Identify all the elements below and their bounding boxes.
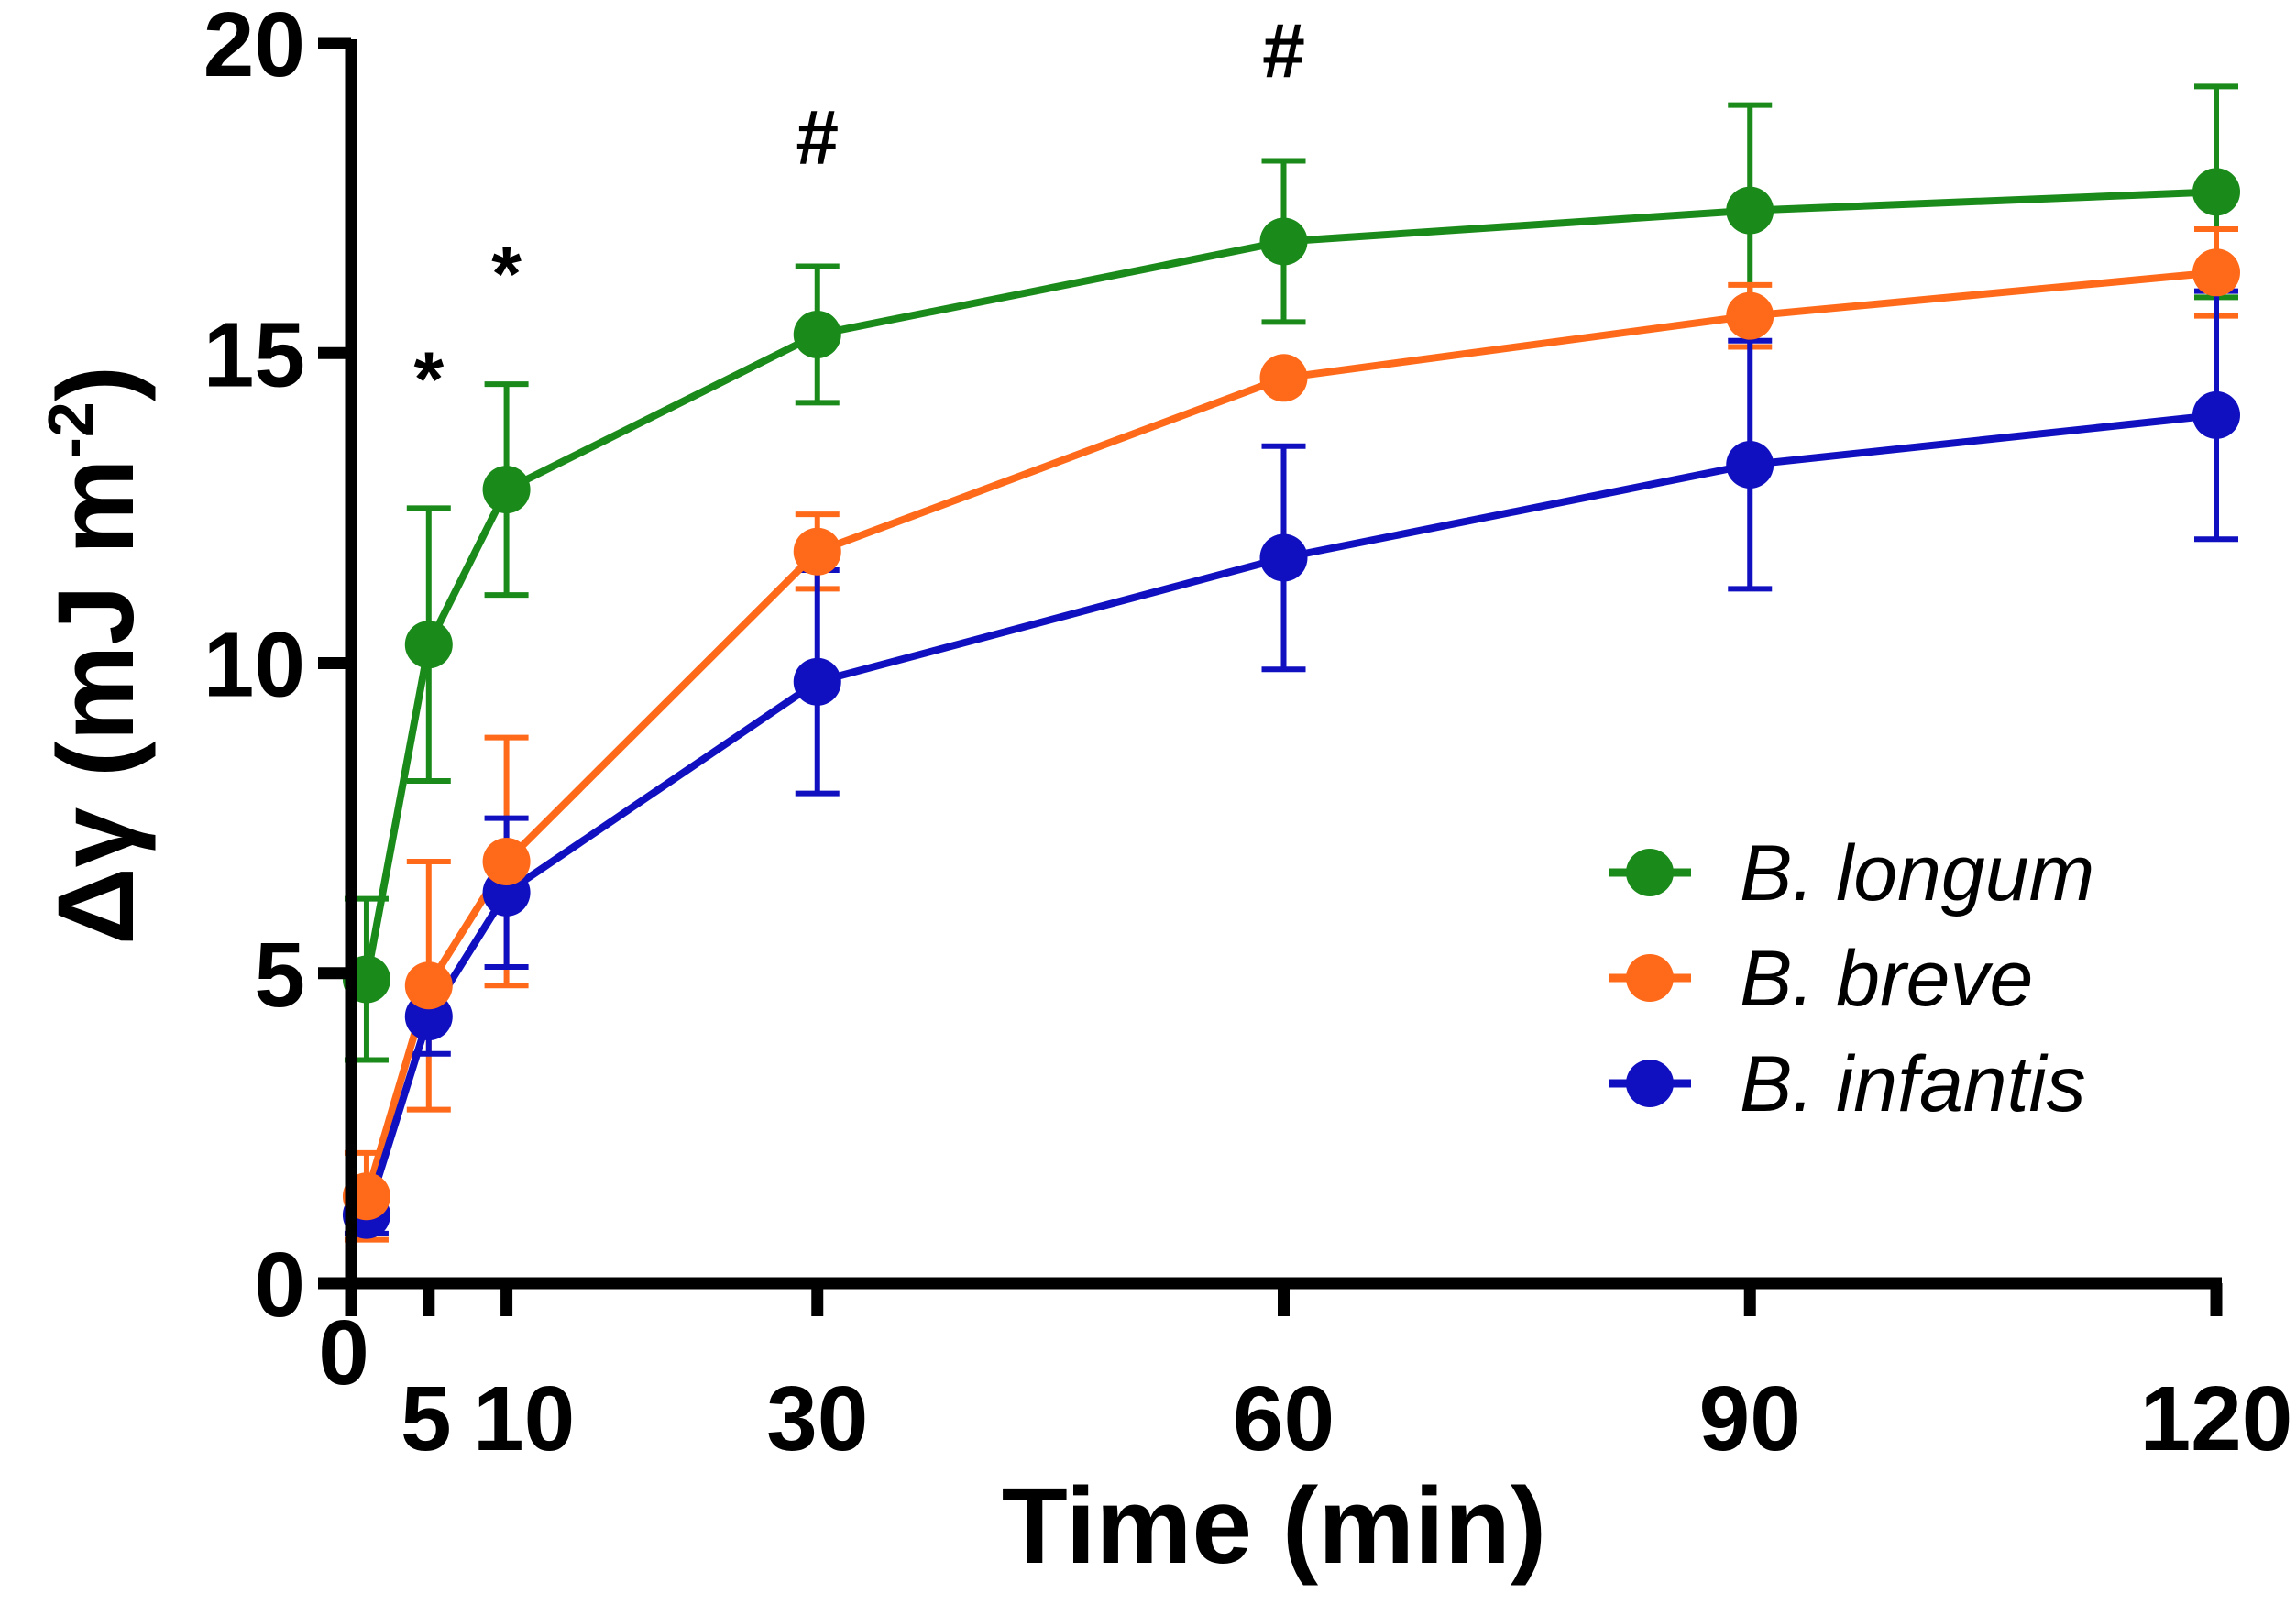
- legend-label: B. infantis: [1740, 1040, 2086, 1128]
- x-tick-label-30: 30: [766, 1368, 868, 1470]
- legend-item-b-breve: B. breve: [1609, 935, 2033, 1023]
- data-point-b-breve-90: [1726, 291, 1774, 340]
- data-point-b-longum-30: [793, 310, 841, 358]
- data-point-b-breve-60: [1259, 354, 1308, 402]
- significance-annotations: * * # #: [413, 7, 1304, 423]
- legend-label: B. breve: [1740, 935, 2033, 1023]
- y-tick-label-0: 0: [254, 1234, 305, 1336]
- legend-item-b-infantis: B. infantis: [1609, 1040, 2086, 1128]
- x-tick-label-60: 60: [1233, 1368, 1335, 1470]
- y-axis-title-close: ): [36, 366, 157, 401]
- legend-item-b-longum: B. longum: [1609, 829, 2094, 917]
- y-axis-title-main: Δγ (mJ m: [36, 458, 157, 945]
- data-point-b-breve-120: [2192, 248, 2240, 297]
- data-point-b-infantis-30: [793, 657, 841, 706]
- data-point-b-longum-60: [1259, 217, 1308, 266]
- y-tick-label-5: 5: [254, 924, 305, 1027]
- legend-label: B. longum: [1740, 829, 2094, 917]
- data-point-b-longum-5: [404, 621, 453, 669]
- data-point-b-longum-10: [482, 466, 531, 514]
- legend-swatch-marker: [1626, 954, 1674, 1002]
- y-axis-title-sup: -2: [35, 401, 106, 458]
- y-tick-label-20: 20: [203, 0, 305, 96]
- y-axis-title: Δγ (mJ m-2): [35, 366, 157, 945]
- legend-swatch-marker: [1626, 1060, 1674, 1107]
- annotation-3: #: [1262, 7, 1305, 93]
- x-tick-label-120: 120: [2140, 1368, 2293, 1470]
- data-point-b-breve-30: [793, 527, 841, 576]
- data-point-b-infantis-90: [1726, 441, 1774, 489]
- x-tick-label-5: 5: [401, 1368, 452, 1470]
- x-tick-label-0: 0: [318, 1302, 369, 1404]
- annotation-2: #: [796, 93, 839, 180]
- data-point-b-longum-90: [1726, 186, 1774, 235]
- x-tick-label-90: 90: [1699, 1368, 1801, 1470]
- annotation-1: *: [491, 230, 522, 316]
- y-tick-label-15: 15: [203, 303, 305, 406]
- legend: B. longum B. breve B. infantis: [1609, 829, 2094, 1128]
- data-point-b-infantis-120: [2192, 390, 2240, 439]
- data-point-b-breve-5: [404, 961, 453, 1010]
- data-point-b-longum-120: [2192, 168, 2240, 216]
- legend-swatch-marker: [1626, 849, 1674, 896]
- x-axis-title: Time (min): [1002, 1466, 1546, 1587]
- x-tick-label-10: 10: [473, 1368, 575, 1470]
- annotation-0: *: [413, 335, 444, 422]
- y-tick-label-10: 10: [203, 614, 305, 717]
- data-point-b-breve-10: [482, 837, 531, 885]
- data-point-b-infantis-60: [1259, 533, 1308, 582]
